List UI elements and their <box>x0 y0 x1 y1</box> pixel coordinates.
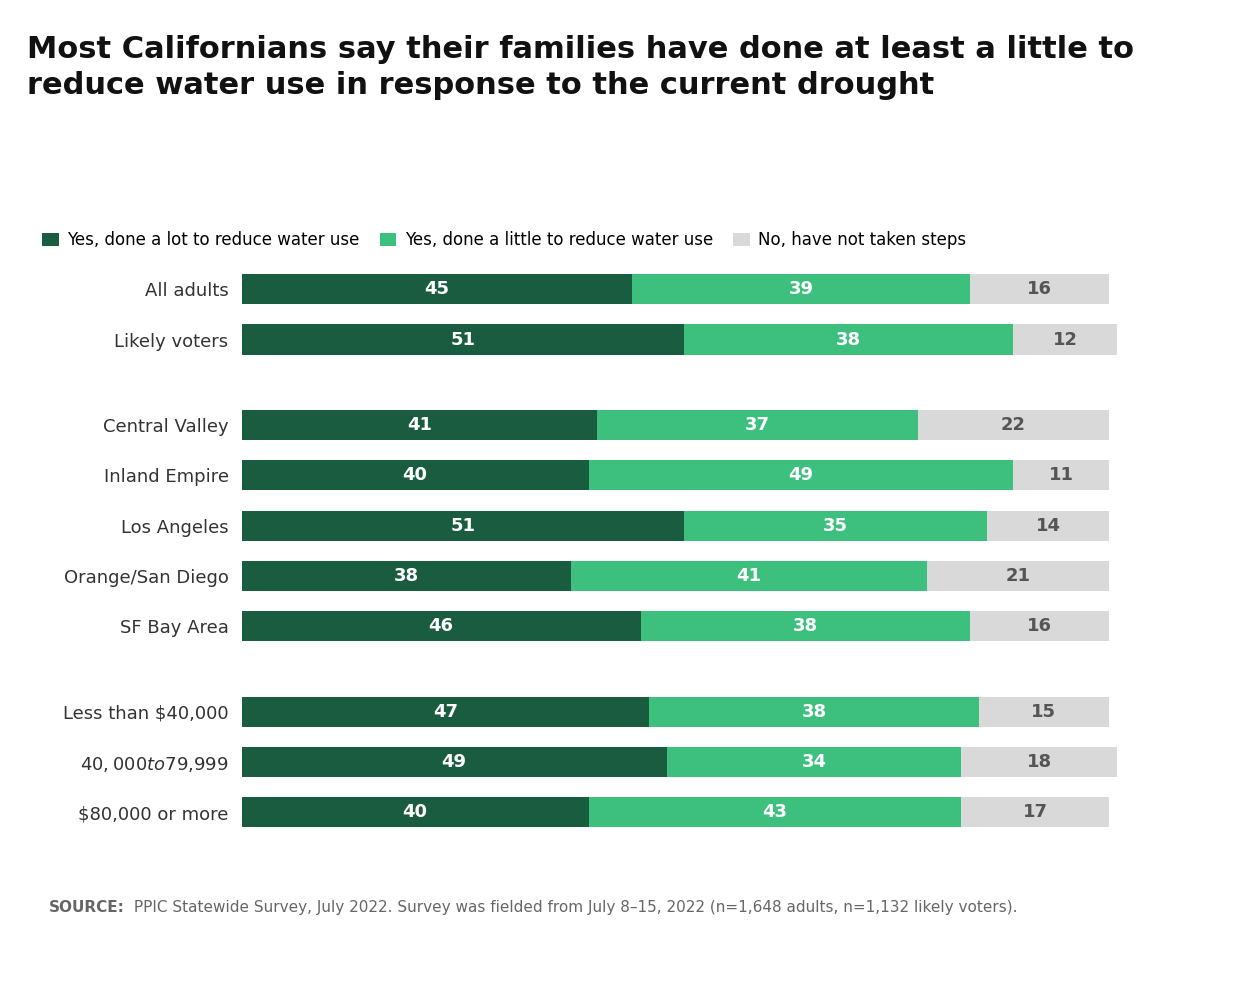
Bar <box>242 275 632 305</box>
Text: 40: 40 <box>403 804 428 821</box>
Bar <box>978 697 1109 727</box>
Bar <box>1013 461 1109 491</box>
Text: 37: 37 <box>745 416 770 434</box>
Text: 34: 34 <box>801 753 826 771</box>
Text: 12: 12 <box>1053 331 1078 348</box>
Bar <box>684 325 1013 355</box>
Text: 41: 41 <box>407 416 432 434</box>
Bar <box>589 797 961 827</box>
Bar <box>684 511 987 541</box>
Bar <box>242 511 684 541</box>
Text: 43: 43 <box>763 804 787 821</box>
Text: 49: 49 <box>789 467 813 484</box>
Bar <box>641 612 970 642</box>
Bar <box>589 461 1013 491</box>
Text: Most Californians say their families have done at least a little to
reduce water: Most Californians say their families hav… <box>27 35 1135 101</box>
Bar <box>667 746 961 777</box>
Text: 18: 18 <box>1027 753 1052 771</box>
Bar <box>242 410 598 441</box>
Text: 35: 35 <box>823 517 848 534</box>
Text: 46: 46 <box>429 618 454 635</box>
Bar <box>926 561 1109 592</box>
Bar <box>650 697 978 727</box>
Bar <box>598 410 918 441</box>
Bar <box>242 612 641 642</box>
Bar <box>961 746 1117 777</box>
Bar <box>961 797 1109 827</box>
Text: 16: 16 <box>1027 281 1052 298</box>
Text: 15: 15 <box>1032 703 1056 720</box>
Bar <box>242 561 572 592</box>
Bar <box>242 325 684 355</box>
Bar <box>242 746 667 777</box>
Text: 51: 51 <box>450 517 475 534</box>
Text: 38: 38 <box>792 618 818 635</box>
Text: 40: 40 <box>403 467 428 484</box>
Text: 17: 17 <box>1023 804 1048 821</box>
Text: 21: 21 <box>1006 567 1030 584</box>
Bar <box>242 797 589 827</box>
Text: 38: 38 <box>801 703 827 720</box>
Bar <box>970 275 1109 305</box>
Text: 47: 47 <box>433 703 458 720</box>
Bar <box>987 511 1109 541</box>
Text: 11: 11 <box>1049 467 1074 484</box>
Text: 41: 41 <box>737 567 761 584</box>
Text: 38: 38 <box>394 567 419 584</box>
Text: PPIC Statewide Survey, July 2022. Survey was fielded from July 8–15, 2022 (n=1,6: PPIC Statewide Survey, July 2022. Survey… <box>129 899 1018 914</box>
Text: 22: 22 <box>1001 416 1025 434</box>
Text: SOURCE:: SOURCE: <box>48 899 124 914</box>
Text: 14: 14 <box>1035 517 1060 534</box>
Text: 16: 16 <box>1027 618 1052 635</box>
Text: 39: 39 <box>789 281 813 298</box>
Text: 45: 45 <box>424 281 449 298</box>
Legend: Yes, done a lot to reduce water use, Yes, done a little to reduce water use, No,: Yes, done a lot to reduce water use, Yes… <box>36 224 972 256</box>
Bar <box>242 461 589 491</box>
Text: 38: 38 <box>836 331 861 348</box>
Text: 51: 51 <box>450 331 475 348</box>
Bar <box>632 275 970 305</box>
Bar <box>1013 325 1117 355</box>
Bar <box>572 561 926 592</box>
Text: 49: 49 <box>441 753 466 771</box>
Bar <box>970 612 1109 642</box>
Bar <box>918 410 1109 441</box>
Bar <box>242 697 650 727</box>
